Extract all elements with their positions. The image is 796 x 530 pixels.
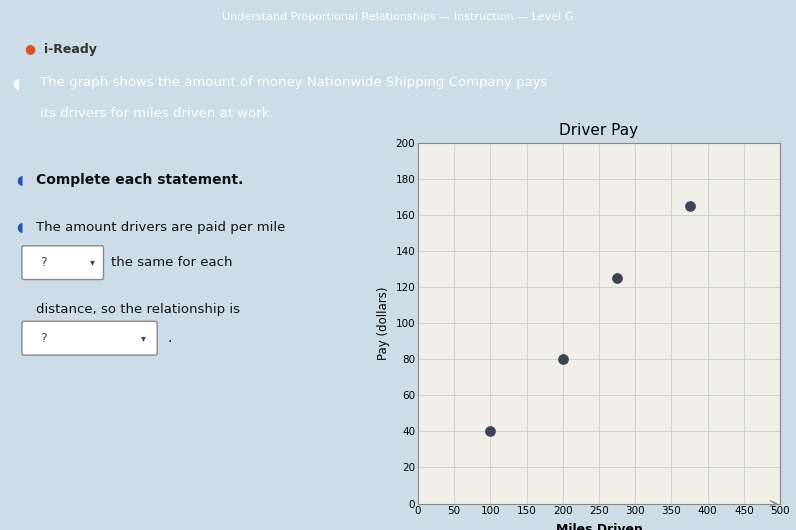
Text: ◖: ◖ bbox=[16, 174, 22, 187]
X-axis label: Miles Driven: Miles Driven bbox=[556, 523, 642, 530]
Text: Complete each statement.: Complete each statement. bbox=[36, 173, 244, 187]
Text: its drivers for miles driven at work.: its drivers for miles driven at work. bbox=[40, 107, 273, 120]
Text: .: . bbox=[167, 331, 171, 345]
Text: ◖: ◖ bbox=[16, 222, 22, 234]
Text: ?: ? bbox=[40, 256, 46, 269]
Text: ▾: ▾ bbox=[142, 333, 146, 343]
Point bbox=[556, 355, 569, 364]
Text: ▾: ▾ bbox=[89, 258, 95, 268]
Text: The graph shows the amount of money Nationwide Shipping Company pays: The graph shows the amount of money Nati… bbox=[40, 76, 548, 90]
Point bbox=[611, 274, 623, 282]
Text: ?: ? bbox=[40, 331, 46, 344]
Text: the same for each: the same for each bbox=[111, 256, 233, 269]
Text: ◖: ◖ bbox=[12, 76, 19, 90]
Text: distance, so the relationship is: distance, so the relationship is bbox=[36, 303, 240, 316]
Point bbox=[683, 202, 696, 210]
FancyBboxPatch shape bbox=[22, 246, 103, 280]
Y-axis label: Pay (dollars): Pay (dollars) bbox=[377, 287, 390, 360]
Text: i-Ready: i-Ready bbox=[44, 42, 96, 56]
Text: Understand Proportional Relationships — Instruction — Level G: Understand Proportional Relationships — … bbox=[222, 12, 574, 22]
Point bbox=[484, 427, 497, 436]
Text: The amount drivers are paid per mile: The amount drivers are paid per mile bbox=[36, 222, 285, 234]
Text: ●: ● bbox=[24, 42, 35, 56]
Title: Driver Pay: Driver Pay bbox=[560, 123, 638, 138]
FancyBboxPatch shape bbox=[22, 321, 158, 355]
